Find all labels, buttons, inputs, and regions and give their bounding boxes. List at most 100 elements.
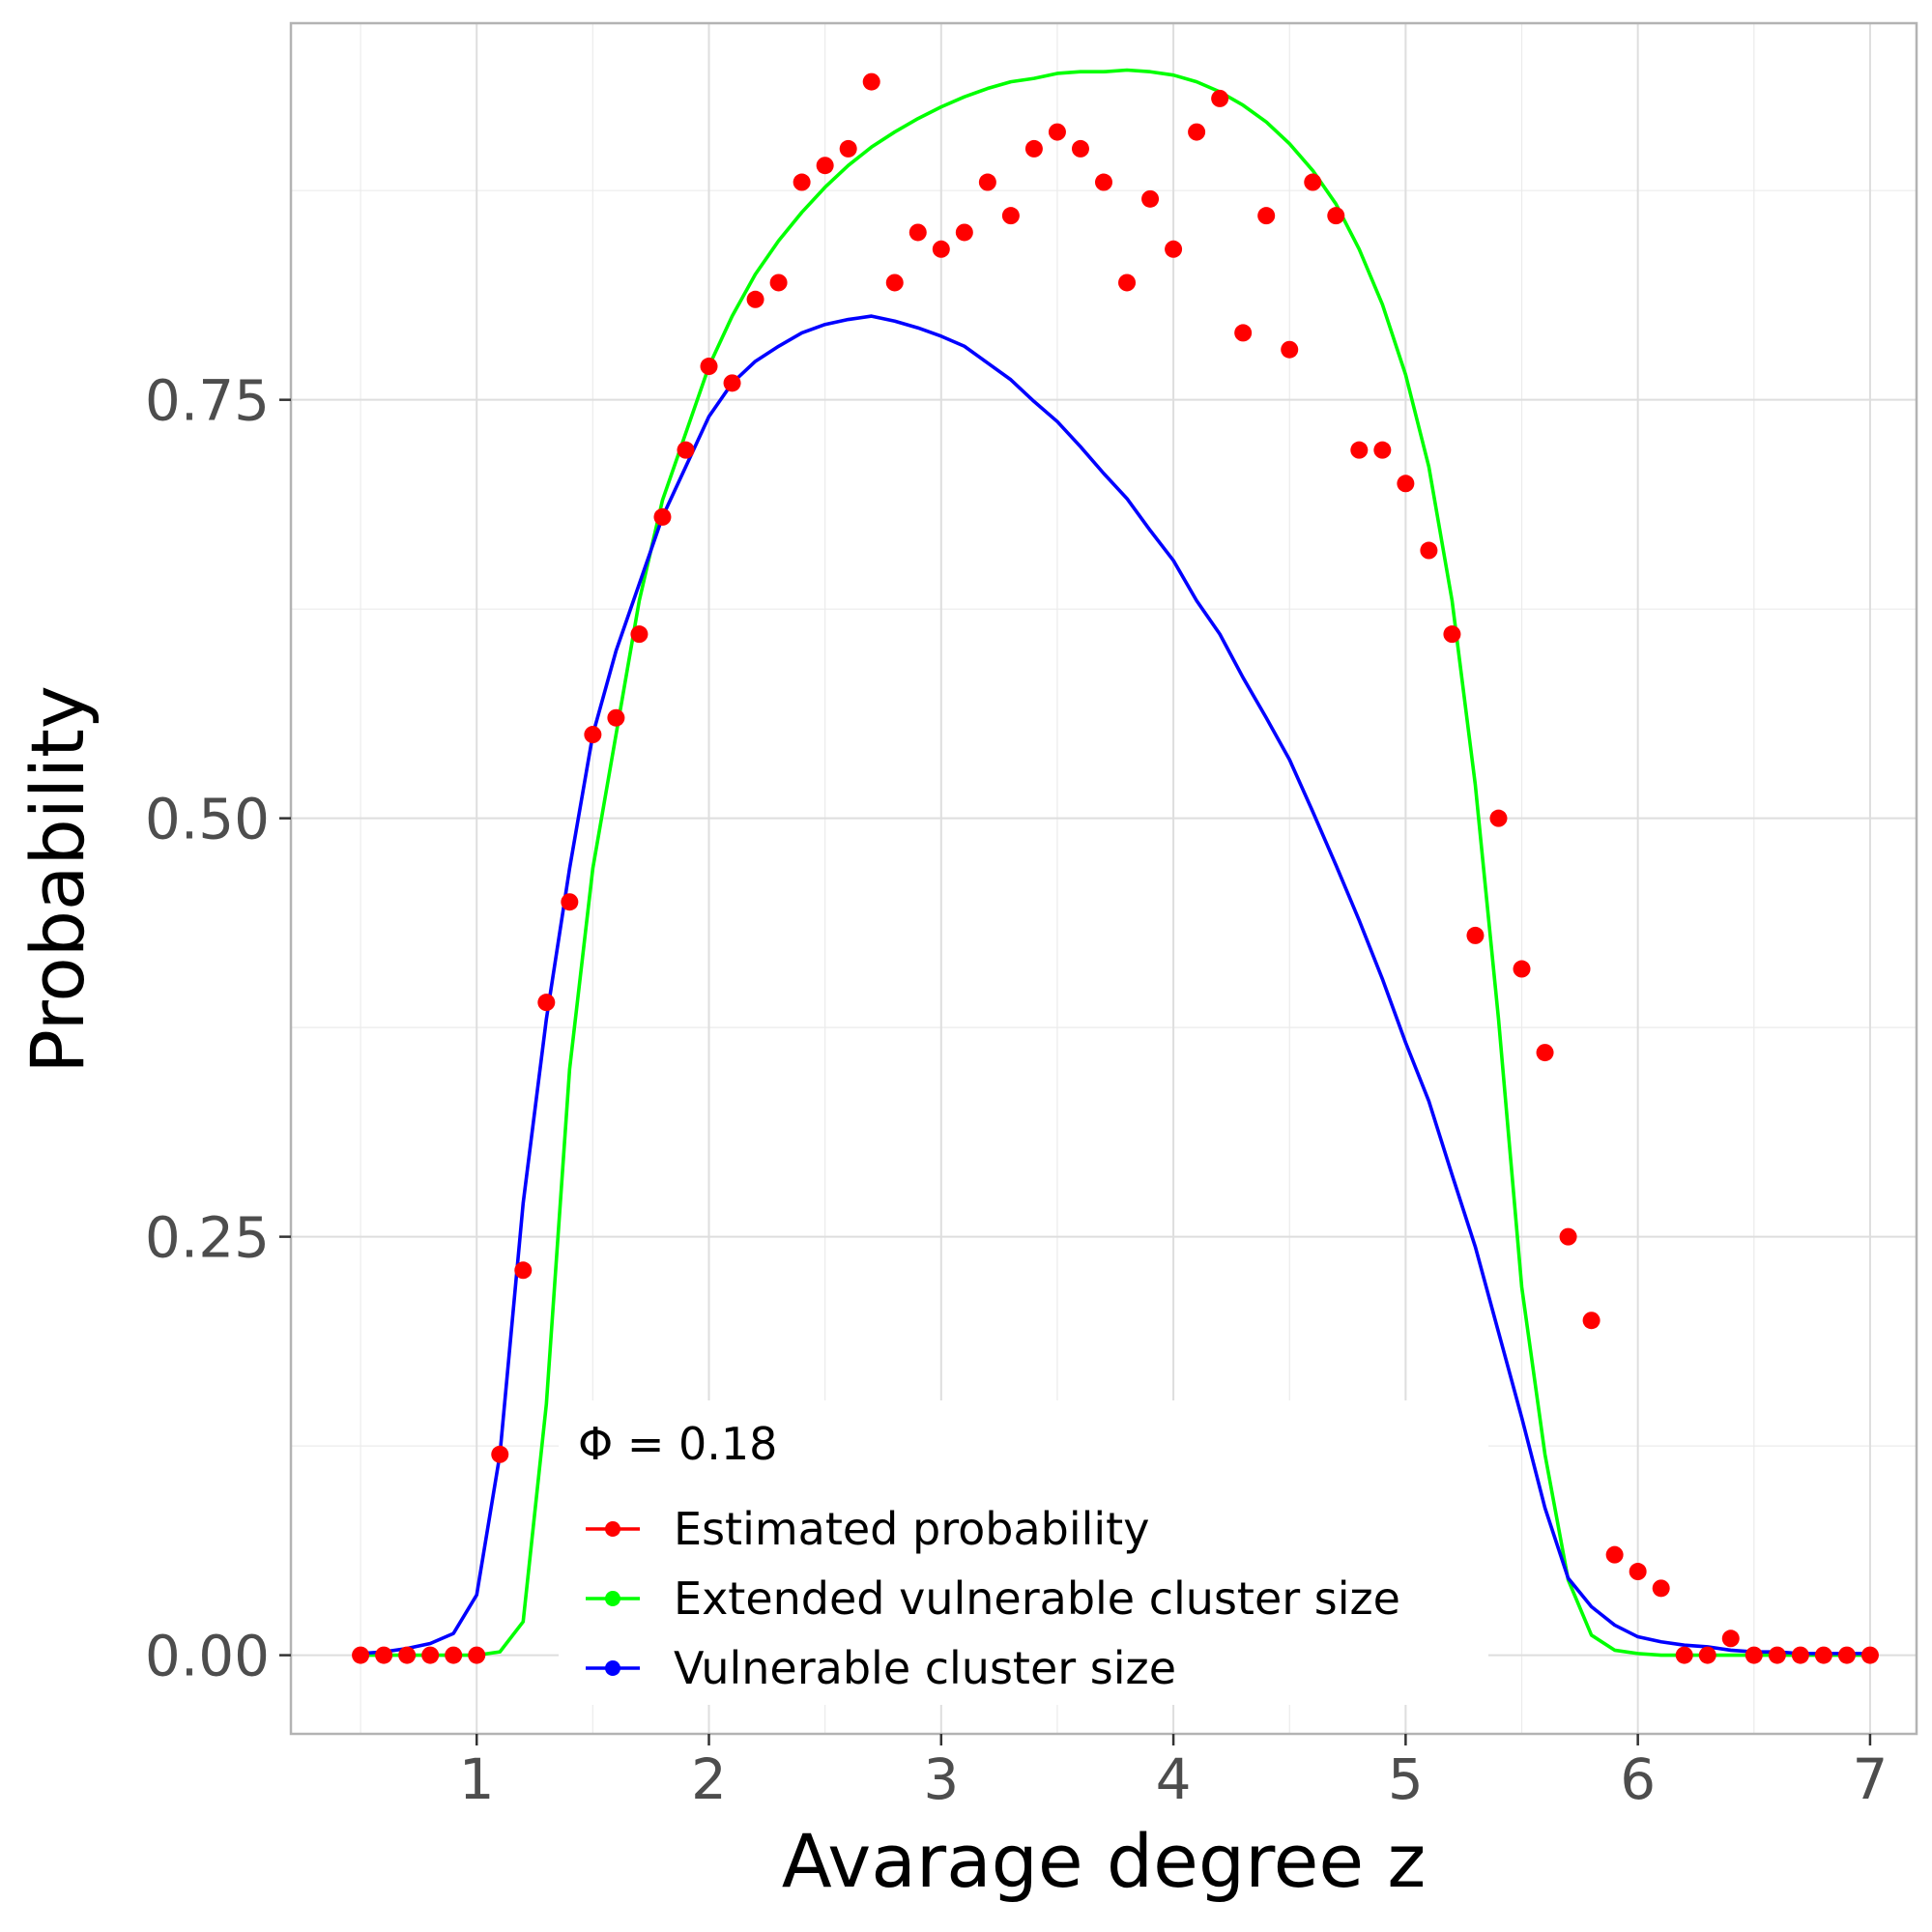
data-point [445,1646,463,1664]
data-point [1652,1579,1670,1598]
data-point [1814,1646,1832,1664]
x-axis-title: Avarage degree z [782,1818,1426,1904]
data-point [839,139,857,158]
data-point [653,507,672,526]
data-point [1837,1646,1856,1664]
data-point [1605,1545,1624,1564]
y-tick-label: 0.25 [145,1205,270,1271]
x-tick-label: 5 [1388,1746,1424,1812]
data-point [1257,207,1276,225]
legend-key-point [605,1660,620,1676]
data-point [1141,189,1160,208]
data-point [375,1646,393,1664]
data-point [746,290,764,308]
x-tick-label: 7 [1852,1746,1888,1812]
series-line [360,68,1870,1658]
data-point [1698,1646,1716,1664]
data-point [1466,926,1485,944]
data-point [955,223,973,242]
data-point [1327,207,1345,225]
legend-item: Extended vulnerable cluster size [586,1572,1400,1625]
data-point [1559,1227,1577,1246]
x-tick-label: 1 [459,1746,495,1812]
data-point [1397,475,1415,493]
data-point [1350,441,1369,459]
data-point [816,157,834,175]
x-tick-label: 3 [923,1746,959,1812]
data-point [630,625,649,644]
data-point [1048,123,1066,141]
data-point [491,1445,509,1463]
data-point [1443,625,1461,644]
data-point [398,1646,417,1664]
data-point [1721,1629,1740,1648]
legend-label: Extended vulnerable cluster size [674,1572,1400,1625]
data-point [607,708,625,727]
data-point [1860,1646,1879,1664]
data-point [352,1646,370,1664]
x-tick-label: 6 [1620,1746,1656,1812]
data-point [1095,173,1112,191]
data-point [1582,1312,1600,1330]
data-point [1001,207,1020,225]
data-point [932,240,950,258]
data-point [1513,960,1531,978]
legend-key-point [605,1591,620,1606]
data-point [1304,173,1322,191]
data-point [978,173,996,191]
panel-border [289,21,1918,1736]
y-tick-label: 0.00 [145,1624,270,1689]
data-point [769,274,788,292]
data-point [1234,324,1253,342]
data-point [1071,139,1089,158]
data-point [561,893,579,911]
y-tick-label: 0.75 [145,368,270,434]
y-axis-title: Probability [14,685,101,1074]
data-point [908,223,927,242]
data-point [1165,240,1183,258]
legend: Φ = 0.18 Estimated probability Extended vu… [559,1400,1488,1705]
data-point [723,374,741,392]
data-point [514,1261,533,1280]
data-point [1489,809,1508,827]
y-tick-label: 0.50 [145,787,270,852]
legend-item: Estimated probability [586,1503,1149,1555]
data-point [793,173,811,191]
data-point [1281,340,1299,359]
legend-title: Φ = 0.18 [578,1418,777,1470]
legend-label: Vulnerable cluster size [674,1642,1176,1694]
data-point [1373,441,1392,459]
data-point [1188,123,1206,141]
data-point [862,72,880,91]
series-1 [360,68,1870,1658]
data-point [1745,1646,1763,1664]
data-point [1211,89,1229,107]
data-point [1420,541,1438,560]
series-2 [360,314,1870,1656]
legend-label: Estimated probability [674,1503,1149,1555]
data-point [537,994,556,1012]
data-point [677,441,695,459]
data-point [468,1646,486,1664]
series-line [360,314,1870,1656]
legend-key-point [605,1521,620,1537]
data-point [1629,1563,1647,1581]
data-point [1536,1044,1554,1062]
data-point [1791,1646,1809,1664]
data-point [885,274,904,292]
x-tick-label: 4 [1156,1746,1192,1812]
data-point [1024,139,1043,158]
legend-item: Vulnerable cluster size [586,1642,1176,1694]
data-point [421,1646,440,1664]
series-points [352,72,1879,1664]
axis-ticks: 1 2 3 4 5 6 7 0.00 0.25 0.50 0.75 [145,368,1889,1812]
data-point [1675,1646,1693,1664]
x-tick-label: 2 [691,1746,727,1812]
legend-box [559,1400,1488,1705]
data-point [700,358,718,376]
data-point [1118,274,1137,292]
data-point [584,726,602,744]
plot-series [352,68,1879,1664]
data-point [1768,1646,1786,1664]
